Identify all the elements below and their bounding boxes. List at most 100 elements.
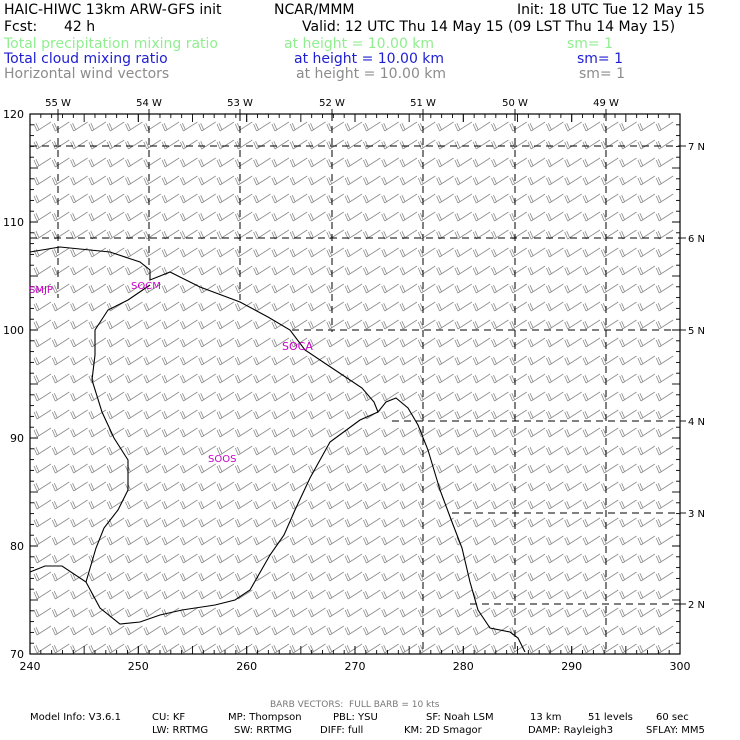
wind-barb [253,535,271,546]
wind-barb [381,139,399,150]
wind-barb [436,481,454,492]
diffusion-option: DIFF: full [320,725,364,736]
wind-barb [436,409,454,420]
wind-barb [363,625,381,636]
latitude-label: 2 N [688,600,705,611]
wind-barb [637,463,656,474]
wind-barb [546,643,564,654]
wind-barb [161,247,180,258]
wind-barb [619,157,637,168]
wind-barb [326,553,345,564]
wind-barb [234,427,253,438]
wind-barb [527,517,546,528]
wind-barb [180,535,198,546]
station-soos: SOOS [208,454,236,465]
wind-barb [51,139,70,150]
wind-barb [198,553,216,564]
wind-barb [546,409,564,420]
wind-barb [216,571,235,582]
wind-barb [399,283,418,294]
longitude-labels: 55 W 54 W 53 W 52 W 51 W 50 W 49 W [45,98,619,109]
wind-barb [399,535,418,546]
wind-barb [344,319,363,330]
wind-barb [436,283,454,294]
wind-barb [491,517,509,528]
plot-border [29,113,681,655]
y-tick-label: 100 [3,324,24,337]
wind-barb [234,553,253,564]
wind-barb [198,427,216,438]
wind-barb [70,175,88,186]
wind-barb [472,481,491,492]
wind-barb [564,643,582,654]
plot-frame [29,113,681,655]
wind-barb [125,193,143,204]
wind-barb [106,121,125,132]
wind-barb [70,553,88,564]
wind-barb [198,463,216,474]
wind-barb [125,427,143,438]
wind-barb [546,463,564,474]
wind-barb [619,409,637,420]
wind-barb [308,373,326,384]
wind-barb [198,175,216,186]
wind-barb [509,589,528,600]
wind-barb [454,121,473,132]
wind-barb [491,373,509,384]
wind-barb [564,211,582,222]
wind-barb [253,409,271,420]
wind-barb [363,319,381,330]
wind-barb [637,409,656,420]
wind-barb [600,391,619,402]
wind-barb [399,463,418,474]
wind-barb [180,445,198,456]
wind-barb [454,301,473,312]
wind-barb [491,121,509,132]
wind-barb [271,301,290,312]
wind-barb [51,463,70,474]
wind-barb [198,499,216,510]
wind-barb [308,193,326,204]
wind-barb [33,571,52,582]
forecast-label: Fcst: [4,19,38,35]
wind-barb [198,247,216,258]
wind-barb [491,337,509,348]
wind-barb [637,265,656,276]
latitude-label: 6 N [688,234,705,245]
wind-barb [70,229,88,240]
wind-barb [271,175,290,186]
wind-barb [180,463,198,474]
wind-barb [271,283,290,294]
wind-barb [655,445,674,456]
wind-barb [564,193,582,204]
wind-barb [527,643,546,654]
wind-barb [564,571,582,582]
wind-barb [546,607,564,618]
wind-barb [326,607,345,618]
wind-barb [472,355,491,366]
wind-barb [326,157,345,168]
wind-barb [655,193,674,204]
wind-barb [381,265,399,276]
wind-barb [655,355,674,366]
wind-barb [399,193,418,204]
wind-barb [454,193,473,204]
wind-barb [271,553,290,564]
wind-barb [308,643,326,654]
wind-barb [143,643,162,654]
wind-barb [637,571,656,582]
wind-barb [582,265,601,276]
wind-barb [546,247,564,258]
wind-barb [70,445,88,456]
longitude-label: 50 W [502,98,528,109]
wind-barb [436,589,454,600]
wind-barb [564,355,582,366]
cumulus-scheme: CU: KF [152,712,186,723]
wind-barb [509,553,528,564]
wind-barb [472,643,491,654]
wind-barb [619,589,637,600]
wind-barb [289,319,308,330]
wind-barb [381,283,399,294]
wind-barb [600,535,619,546]
wind-barb [180,553,198,564]
